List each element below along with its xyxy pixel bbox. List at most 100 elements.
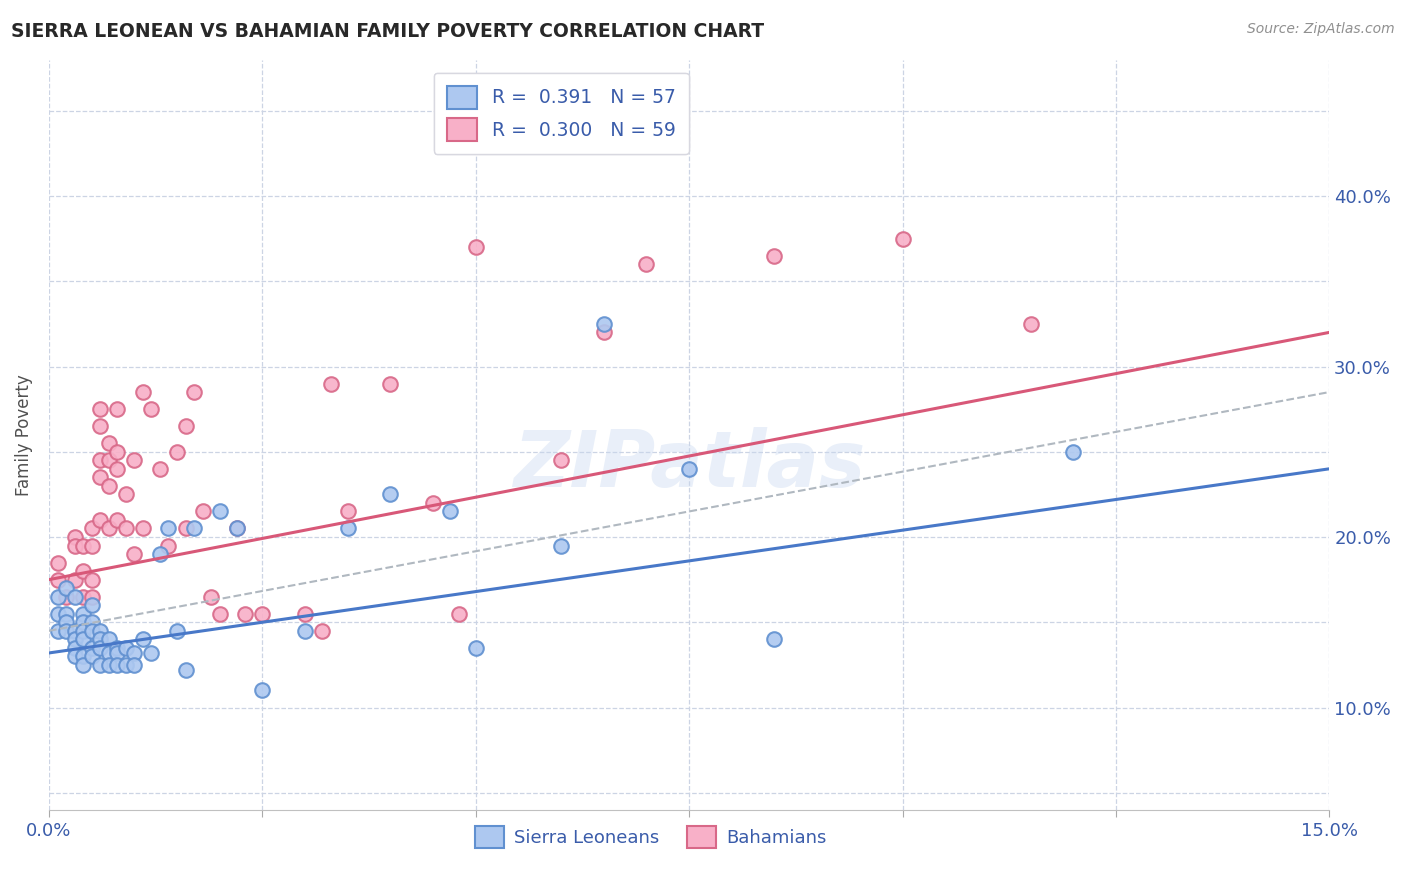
Point (55, 581, 77, 595)
Point (225, 521, 247, 535)
Point (89, 640, 111, 655)
Point (311, 624, 333, 638)
Point (1062, 444, 1084, 458)
Point (105, 402, 128, 417)
Point (380, 487, 402, 501)
Point (380, 376, 402, 391)
Point (72, 564, 94, 578)
Point (105, 640, 128, 655)
Point (63, 573, 86, 587)
Point (89, 453, 111, 467)
Point (763, 632, 786, 647)
Point (46, 573, 69, 587)
Point (124, 547, 146, 561)
Text: Source: ZipAtlas.com: Source: ZipAtlas.com (1247, 22, 1395, 37)
Point (336, 504, 359, 518)
Point (592, 326, 614, 340)
Point (105, 657, 128, 672)
Point (114, 521, 136, 535)
Point (97, 632, 120, 647)
Point (132, 385, 155, 400)
Point (114, 657, 136, 672)
Point (174, 663, 197, 677)
Point (636, 257, 658, 271)
Point (46, 590, 69, 604)
Point (80, 624, 103, 638)
Point (72, 615, 94, 630)
Point (72, 539, 94, 553)
Point (157, 521, 180, 535)
Point (200, 590, 222, 604)
Point (1019, 317, 1042, 331)
Point (80, 539, 103, 553)
Point (319, 376, 342, 391)
Point (166, 624, 188, 638)
Point (464, 240, 486, 254)
Legend: Sierra Leoneans, Bahamians: Sierra Leoneans, Bahamians (467, 818, 834, 855)
Point (97, 657, 120, 672)
Point (208, 607, 231, 621)
Point (89, 470, 111, 484)
Point (114, 640, 136, 655)
Text: SIERRA LEONEAN VS BAHAMIAN FAMILY POVERTY CORRELATION CHART: SIERRA LEONEAN VS BAHAMIAN FAMILY POVERT… (11, 22, 765, 41)
Point (141, 402, 163, 417)
Point (63, 530, 86, 544)
Point (252, 683, 274, 698)
Point (105, 646, 128, 660)
Point (208, 504, 231, 518)
Point (80, 521, 103, 535)
Point (149, 462, 172, 476)
Point (447, 607, 470, 621)
Point (550, 539, 572, 553)
Point (97, 521, 120, 535)
Point (97, 479, 120, 493)
Point (225, 521, 247, 535)
Point (233, 607, 256, 621)
Point (294, 624, 316, 638)
Point (63, 640, 86, 655)
Point (422, 496, 444, 510)
Point (80, 590, 103, 604)
Point (891, 232, 914, 246)
Point (46, 607, 69, 621)
Point (124, 646, 146, 660)
Point (550, 453, 572, 467)
Point (63, 624, 86, 638)
Point (166, 444, 188, 458)
Point (174, 521, 197, 535)
Point (89, 513, 111, 527)
Text: ZIPatlas: ZIPatlas (513, 426, 865, 503)
Point (55, 624, 77, 638)
Point (80, 649, 103, 664)
Point (72, 657, 94, 672)
Point (89, 402, 111, 417)
Point (174, 419, 197, 434)
Point (72, 607, 94, 621)
Point (63, 632, 86, 647)
Point (149, 547, 172, 561)
Point (124, 453, 146, 467)
Point (97, 453, 120, 467)
Point (72, 624, 94, 638)
Point (97, 436, 120, 450)
Point (80, 573, 103, 587)
Point (80, 640, 103, 655)
Point (763, 249, 786, 263)
Point (105, 513, 128, 527)
Point (63, 590, 86, 604)
Point (132, 521, 155, 535)
Point (46, 556, 69, 570)
Point (464, 640, 486, 655)
Point (63, 649, 86, 664)
Point (191, 504, 214, 518)
Point (55, 615, 77, 630)
Point (72, 590, 94, 604)
Point (105, 462, 128, 476)
Point (252, 607, 274, 621)
Point (80, 615, 103, 630)
Point (72, 649, 94, 664)
Y-axis label: Family Poverty: Family Poverty (15, 374, 32, 496)
Point (46, 624, 69, 638)
Point (63, 539, 86, 553)
Point (141, 646, 163, 660)
